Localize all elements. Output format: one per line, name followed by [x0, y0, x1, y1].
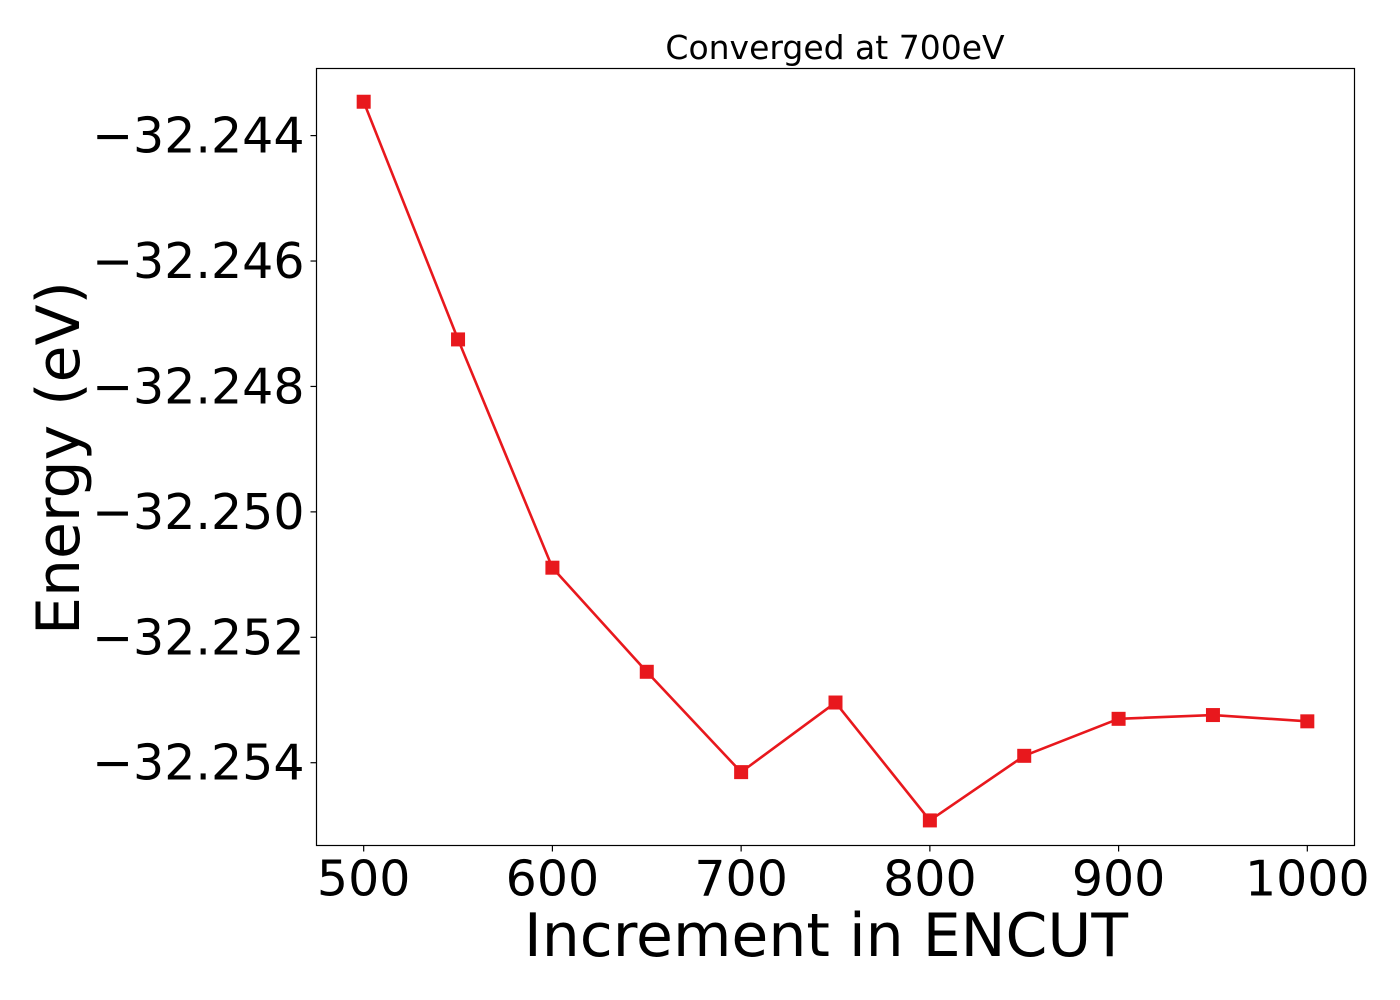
x-tick-label: 500 [317, 851, 411, 908]
y-tick-label: −32.244 [92, 108, 305, 165]
x-tick-label: 900 [1072, 851, 1166, 908]
y-axis-ticks: −32.244 −32.246 −32.248 −32.250 −32.252 −32.2… [92, 108, 317, 792]
data-point-marker [1111, 711, 1126, 726]
y-tick-label: −32.250 [92, 484, 305, 541]
x-axis-label: Increment in ENCUT [524, 901, 1128, 971]
y-tick-label: −32.246 [92, 233, 305, 290]
x-axis-ticks: 500 600 700 800 900 1000 [317, 845, 1370, 908]
data-point-marker [356, 94, 371, 109]
data-marks [356, 94, 1315, 828]
data-point-marker [1205, 708, 1220, 723]
data-point-marker [922, 813, 937, 828]
x-tick-label: 1000 [1245, 851, 1370, 908]
data-point-marker [639, 664, 654, 679]
x-tick-label: 700 [694, 851, 788, 908]
x-tick-label: 600 [506, 851, 600, 908]
data-point-marker [545, 560, 560, 575]
x-tick-label: 800 [883, 851, 977, 908]
data-point-marker [828, 695, 843, 710]
y-tick-label: −32.248 [92, 358, 305, 415]
chart-title: Converged at 700eV [665, 28, 1005, 67]
y-tick-label: −32.254 [92, 735, 305, 792]
data-point-marker [1017, 748, 1032, 763]
data-point-marker [734, 765, 749, 780]
data-point-marker [451, 332, 466, 347]
plot-background [316, 68, 1355, 846]
y-tick-label: −32.252 [92, 609, 305, 666]
data-point-marker [1300, 714, 1315, 729]
y-axis-label: Energy (eV) [24, 281, 94, 635]
plot-frame [315, 67, 1356, 847]
